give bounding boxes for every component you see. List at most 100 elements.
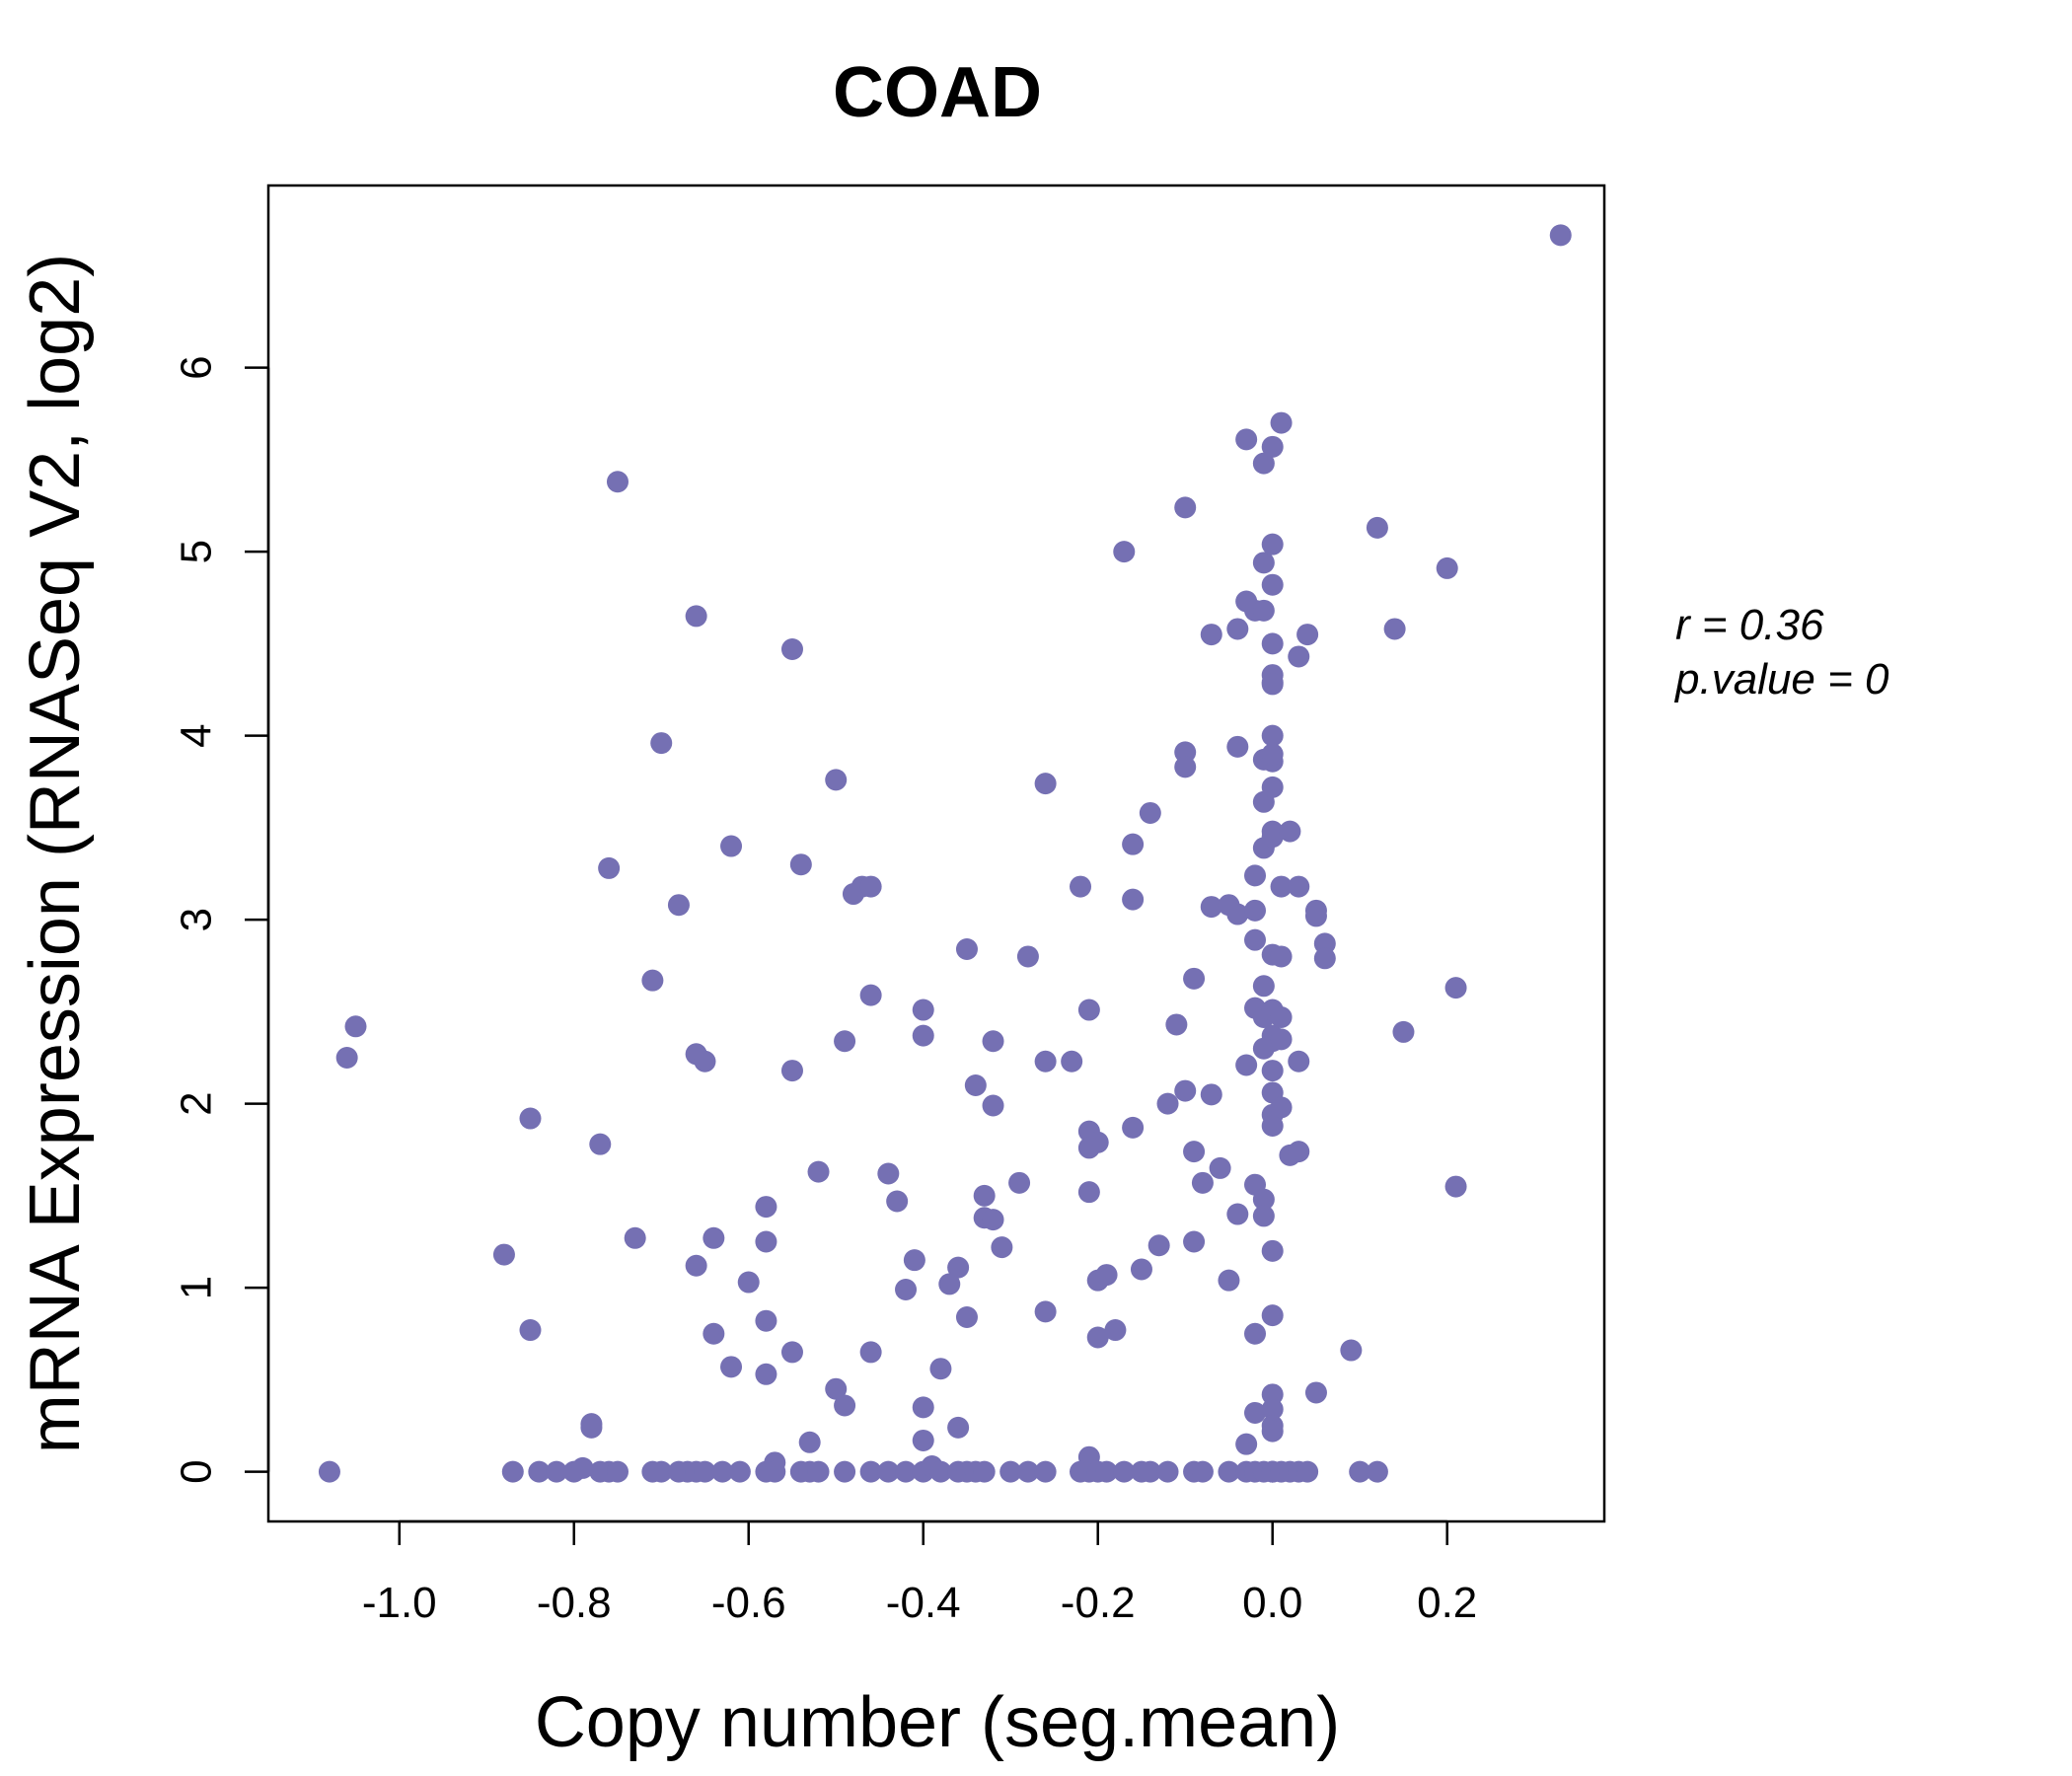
data-point (973, 1184, 996, 1207)
data-point (1183, 1141, 1206, 1163)
data-point (877, 1460, 900, 1483)
data-point (955, 937, 978, 960)
data-point (929, 1460, 952, 1483)
data-point (344, 1015, 367, 1038)
data-point (1104, 1319, 1127, 1342)
data-point (571, 1456, 594, 1479)
correlation-r-label: r = 0.36 (1675, 601, 1824, 649)
data-point (1304, 905, 1327, 927)
data-point (834, 1460, 856, 1483)
p-value-label: p.value = 0 (1673, 655, 1889, 703)
data-point (938, 1273, 961, 1295)
data-point (1139, 1460, 1161, 1483)
data-point (703, 1226, 725, 1249)
data-point (1086, 1326, 1109, 1349)
data-point (650, 1460, 673, 1483)
y-tick-label: 6 (173, 355, 221, 379)
data-point (1113, 1460, 1136, 1483)
data-point (859, 1341, 882, 1364)
data-point (1070, 875, 1092, 898)
data-point (1113, 541, 1136, 563)
data-point (1261, 820, 1284, 843)
data-point (1200, 624, 1222, 646)
data-point (1183, 1230, 1206, 1253)
data-point (1226, 1203, 1249, 1225)
data-point (501, 1460, 524, 1483)
data-point (720, 835, 743, 857)
data-point (1200, 896, 1222, 919)
data-point (1034, 1300, 1057, 1323)
data-point (685, 605, 707, 628)
data-point (650, 732, 673, 755)
y-tick-label: 4 (173, 723, 221, 747)
data-point (912, 999, 934, 1021)
data-point (1244, 1401, 1267, 1424)
data-point (1130, 1258, 1152, 1281)
data-point (764, 1460, 786, 1483)
data-point (1296, 624, 1319, 646)
data-point (1279, 820, 1301, 843)
y-axis-title: mRNA Expression (RNASeq V2, log2) (16, 254, 95, 1453)
data-point (780, 1060, 803, 1082)
data-point (755, 1230, 777, 1253)
data-point (546, 1460, 568, 1483)
data-point (1156, 1092, 1179, 1115)
data-point (1139, 801, 1161, 824)
data-point (685, 1254, 707, 1277)
data-point (1252, 1205, 1275, 1227)
data-point (1261, 533, 1284, 555)
data-point (859, 875, 882, 898)
data-point (589, 1133, 612, 1155)
data-point (1261, 743, 1284, 766)
data-point (1095, 1460, 1118, 1483)
y-tick-label: 5 (173, 540, 221, 563)
data-point (1340, 1339, 1363, 1362)
data-point (1008, 1171, 1031, 1194)
data-point (982, 1094, 1004, 1117)
data-point (886, 1190, 909, 1213)
data-point (1209, 1156, 1231, 1179)
data-point (999, 1460, 1022, 1483)
data-point (929, 1358, 952, 1380)
plot-frame (266, 184, 1606, 1523)
x-tick-label: -0.6 (711, 1579, 786, 1627)
data-point (1261, 632, 1284, 655)
data-point (1261, 1115, 1284, 1138)
data-point (335, 1047, 358, 1070)
data-point (1270, 1096, 1293, 1119)
data-point (1261, 1398, 1284, 1421)
data-point (1244, 1322, 1267, 1345)
y-axis: 0 1 2 3 4 5 6 (173, 355, 270, 1484)
data-point (1095, 1264, 1118, 1287)
data-point (1156, 1460, 1179, 1483)
y-tick-label: 1 (173, 1276, 221, 1299)
x-tick-label: 0.0 (1242, 1579, 1302, 1627)
data-point (641, 969, 664, 992)
data-point (1270, 411, 1293, 434)
data-point (807, 1460, 830, 1483)
data-point (1034, 773, 1057, 795)
data-point (1016, 945, 1039, 968)
data-point (720, 1356, 743, 1378)
data-point (1165, 1013, 1188, 1036)
data-point (1549, 224, 1572, 247)
data-point (1261, 1060, 1284, 1082)
y-tick-label: 0 (173, 1459, 221, 1483)
data-point (947, 1416, 970, 1439)
data-point (1261, 573, 1284, 596)
data-point (694, 1050, 716, 1073)
chart-title: COAD (833, 53, 1042, 132)
data-point (895, 1279, 918, 1301)
data-point (1252, 452, 1275, 475)
data-point (1174, 756, 1197, 778)
data-point (1261, 1239, 1284, 1262)
data-point (1218, 1460, 1240, 1483)
data-point (492, 1243, 515, 1266)
data-point (1244, 928, 1267, 951)
x-tick-label: -0.4 (886, 1579, 961, 1627)
data-point (1244, 899, 1267, 922)
data-point (1122, 888, 1145, 911)
data-point (1034, 1050, 1057, 1073)
data-point (1261, 673, 1284, 696)
